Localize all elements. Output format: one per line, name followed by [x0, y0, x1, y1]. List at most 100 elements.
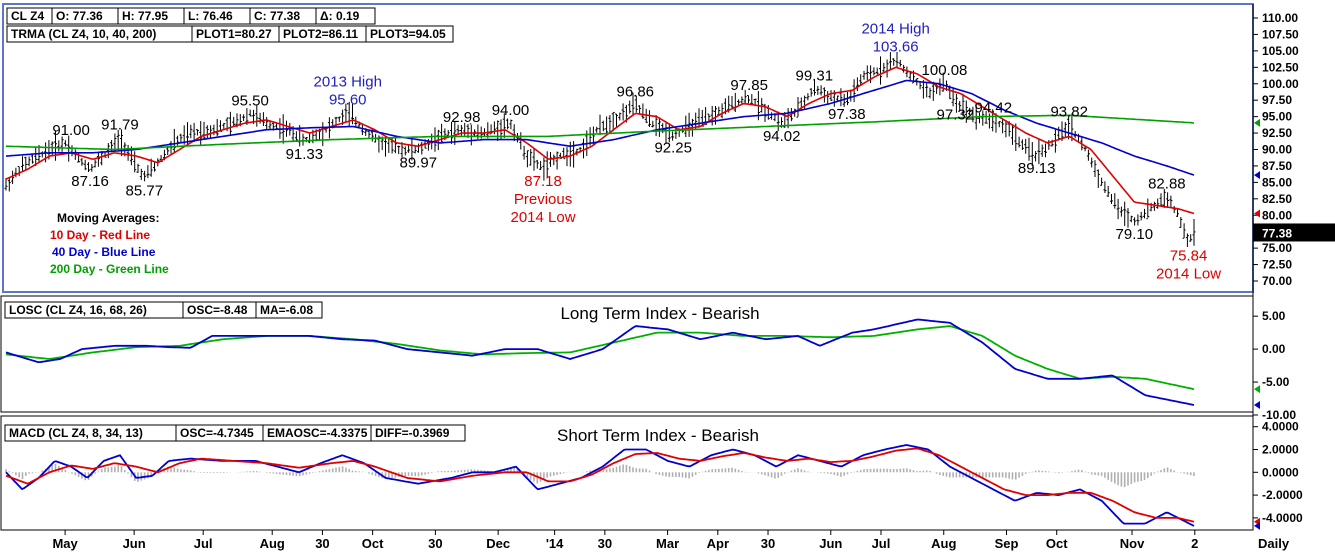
macd-ema-line	[5, 447, 1195, 523]
x-tick-label: Oct	[362, 536, 384, 551]
price-annotation: 85.77	[126, 182, 164, 199]
y-tick-label: 97.50	[1262, 93, 1292, 107]
y-tick-label: 75.00	[1262, 241, 1292, 255]
price-annotation: 2013 High	[314, 74, 382, 91]
price-annotation: 94.02	[763, 128, 801, 145]
y-tick-label: 0.0000	[1262, 465, 1299, 479]
trma-info-text: PLOT3=94.05	[370, 27, 446, 41]
losc-ma-line	[5, 325, 1195, 391]
y-tick-label: -2.0000	[1262, 488, 1303, 502]
y-tick-label: 102.50	[1262, 60, 1299, 74]
axis-marker	[1254, 400, 1260, 409]
axis-marker	[1254, 521, 1260, 530]
frequency-label: Daily	[1258, 536, 1290, 551]
price-annotation: 87.18	[524, 173, 562, 190]
price-annotation: 92.98	[443, 109, 481, 126]
y-tick-label: 90.00	[1262, 143, 1292, 157]
trma-info-text: PLOT1=80.27	[196, 27, 272, 41]
legend-title: Moving Averages:	[57, 211, 159, 225]
macd-info-text: DIFF=-0.3969	[375, 426, 450, 440]
price-annotation: 92.25	[654, 140, 692, 157]
y-tick-label: 0.00	[1262, 342, 1286, 356]
price-info-text: H: 77.95	[122, 9, 168, 23]
losc-info-text: OSC=-8.48	[187, 303, 248, 317]
x-tick-label: Jul	[194, 536, 213, 551]
trma-info-cell	[365, 25, 454, 43]
price-annotation: 91.00	[52, 122, 90, 139]
price-annotation: 79.10	[1116, 226, 1154, 243]
price-annotation: 95.50	[231, 92, 269, 109]
losc-osc-line	[5, 318, 1195, 406]
legend-item: 10 Day - Red Line	[50, 228, 150, 242]
x-tick-label: Aug	[260, 536, 285, 551]
x-tick-label: 30	[761, 536, 775, 551]
price-annotation: 75.84	[1170, 248, 1208, 265]
price-annotation: 99.31	[796, 67, 834, 84]
price-annotation: 97.32	[937, 106, 975, 123]
price-annotation: 96.86	[616, 83, 654, 100]
price-bars	[4, 52, 1196, 247]
losc-info-text: LOSC (CL Z4, 16, 68, 26)	[9, 303, 147, 317]
losc-info-cell	[255, 301, 323, 319]
price-annotation: 91.79	[101, 117, 139, 134]
price-plot-area	[4, 52, 1196, 247]
price-annotation: 89.97	[400, 155, 438, 172]
price-info-text: CL Z4	[11, 9, 44, 23]
price-annotation: 103.66	[873, 39, 919, 56]
x-tick-label: Jun	[123, 536, 146, 551]
macd-info-cell	[370, 424, 466, 442]
price-annotation: 97.85	[730, 77, 768, 94]
x-tick-label: Nov	[1120, 536, 1145, 551]
price-annotation: 87.16	[71, 173, 109, 190]
y-tick-label: 100.00	[1262, 77, 1299, 91]
x-tick-label: '14	[546, 536, 564, 551]
y-tick-label: 5.00	[1262, 309, 1286, 323]
y-tick-label: 2.0000	[1262, 443, 1299, 457]
axis-marker	[1254, 209, 1260, 218]
losc-title: Long Term Index - Bearish	[560, 304, 759, 323]
losc-plot-area	[5, 318, 1195, 406]
price-annotation: 89.13	[1018, 160, 1056, 177]
price-info-text: C: 77.38	[254, 9, 300, 23]
price-annotation: 94.00	[492, 102, 530, 119]
axis-marker	[1254, 171, 1260, 180]
trma-info-text: TRMA (CL Z4, 10, 40, 200)	[11, 27, 156, 41]
y-tick-label: 92.50	[1262, 126, 1292, 140]
ma200-line	[5, 114, 1195, 151]
y-tick-label: 105.00	[1262, 44, 1299, 58]
x-tick-label: 30	[428, 536, 442, 551]
x-tick-label: Mar	[656, 536, 679, 551]
y-tick-label: 110.00	[1262, 11, 1298, 25]
y-tick-label: 87.50	[1262, 159, 1292, 173]
axis-marker	[1254, 385, 1260, 394]
y-tick-label: 70.00	[1262, 274, 1292, 288]
y-tick-label: 4.0000	[1262, 420, 1299, 434]
price-info-text: O: 77.36	[56, 9, 103, 23]
y-tick-label: 85.00	[1262, 175, 1292, 189]
price-annotation: 95.60	[329, 92, 367, 109]
y-tick-label: -10.00	[1262, 408, 1296, 422]
x-tick-label: 2	[1191, 536, 1198, 551]
macd-title: Short Term Index - Bearish	[557, 426, 759, 445]
x-tick-label: 30	[315, 536, 329, 551]
y-tick-label: 72.50	[1262, 258, 1292, 272]
x-tick-label: Dec	[486, 536, 510, 551]
legend-item: 200 Day - Green Line	[50, 262, 169, 276]
price-annotation: 97.38	[828, 106, 866, 123]
price-annotation: 82.88	[1148, 175, 1186, 192]
ma10-line	[5, 66, 1195, 215]
x-tick-label: Sep	[995, 536, 1019, 551]
last-price-label: 77.38	[1262, 226, 1292, 240]
y-tick-label: 80.00	[1262, 208, 1292, 222]
x-tick-label: Jul	[872, 536, 891, 551]
price-annotation: 91.33	[286, 146, 324, 163]
price-info-cell	[315, 7, 376, 25]
y-tick-label: -5.00	[1262, 375, 1290, 389]
macd-info-text: OSC=-4.7345	[180, 426, 254, 440]
price-annotation: 2014 Low	[1156, 266, 1221, 283]
x-tick-label: May	[52, 536, 78, 551]
x-tick-label: 30	[598, 536, 612, 551]
